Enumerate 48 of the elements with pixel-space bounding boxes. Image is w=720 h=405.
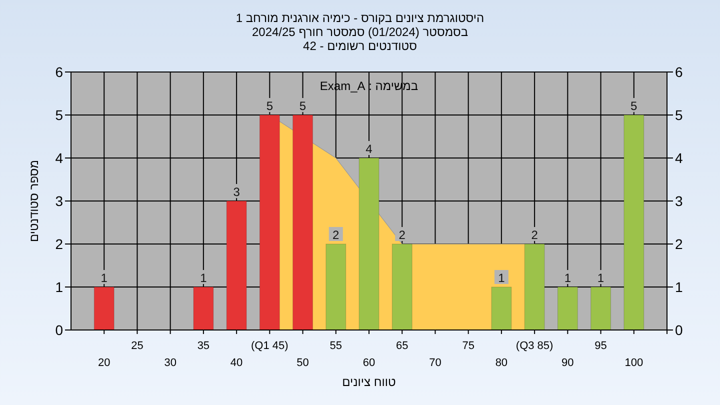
data-label: 1: [498, 271, 506, 285]
data-label: 1: [597, 271, 604, 285]
y2-tick-label: 2: [675, 236, 683, 252]
y-tick-label: 0: [55, 322, 64, 338]
y-tick-label: 6: [55, 64, 64, 80]
y2-tick-label: 4: [675, 150, 683, 166]
y2-tick-label: 0: [675, 322, 683, 338]
data-label: 1: [200, 271, 208, 285]
y2-tick-label: 3: [675, 193, 683, 209]
x-tick-label: 35: [197, 340, 210, 352]
y-tick-label: 4: [55, 150, 64, 166]
data-label: 5: [266, 99, 274, 113]
data-label: 2: [332, 228, 340, 242]
data-label: 2: [398, 228, 406, 242]
y-tick-label: 1: [55, 279, 64, 295]
x-tick-label: 30: [164, 357, 176, 369]
x-tick-label: 80: [495, 357, 508, 369]
data-label: 2: [531, 228, 538, 242]
chart-subtitle: בסמסטר (01/2024) סמסטר חורף 2024/25 סטודנטים רשומים - 42: [252, 25, 468, 53]
y-tick-label: 5: [55, 107, 64, 123]
x-tick-label: 60: [362, 357, 376, 369]
data-label: 5: [299, 99, 306, 113]
y-tick-label: 3: [55, 193, 64, 209]
x-tick-label: 95: [594, 340, 607, 352]
x-tick-label: 70: [429, 357, 442, 369]
y2-tick-label: 6: [675, 64, 683, 80]
x-tick-label: 40: [230, 357, 243, 369]
x-tick-label: 100: [624, 357, 644, 369]
data-label: 1: [100, 271, 108, 285]
data-label: 1: [564, 271, 572, 285]
data-label: 5: [630, 99, 638, 113]
x-tick-label: 90: [562, 357, 574, 369]
y-axis-title: מספר סטודנטים: [27, 160, 41, 242]
y2-tick-label: 5: [675, 107, 683, 123]
x-tick-label: 55: [330, 340, 342, 352]
y2-tick-label: 1: [675, 279, 683, 295]
x-tick-label: (Q3 85): [516, 340, 554, 352]
y-tick-label: 2: [55, 236, 64, 252]
x-tick-label: (Q1 45): [251, 340, 288, 352]
chart-title: היסטוגרמת ציונים בקורס - כימיה אורגנית מורחב 1: [236, 11, 484, 25]
data-label: 3: [233, 185, 240, 199]
x-tick-label: 75: [462, 340, 474, 352]
x-tick-label: 50: [296, 357, 309, 369]
x-tick-label: 65: [396, 340, 408, 352]
x-axis-title: טווח ציונים: [342, 375, 396, 389]
x-tick-label: 25: [131, 340, 144, 352]
data-label: 4: [366, 142, 373, 156]
x-tick-label: 20: [98, 357, 110, 369]
